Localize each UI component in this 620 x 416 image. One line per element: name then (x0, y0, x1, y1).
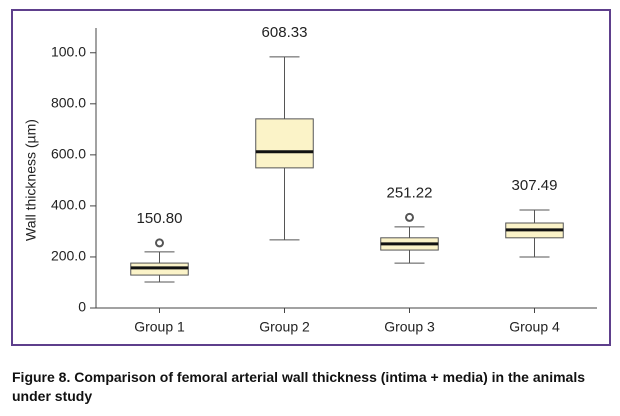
mean-label: 251.22 (387, 184, 433, 201)
x-tick-label: Group 4 (509, 319, 560, 335)
mean-label: 608.33 (262, 24, 308, 41)
box (255, 118, 314, 169)
y-tick-label: 200.0 (51, 248, 86, 264)
chart: Wall thickness (µm) 0 200.0 400.0 600.0 800.… (11, 9, 611, 346)
y-tick-label: 600.0 (51, 146, 86, 162)
mean-label: 307.49 (512, 177, 558, 194)
outlier (155, 238, 164, 248)
x-tick-label: Group 3 (384, 319, 435, 335)
y-tick-label: 100.0 (51, 43, 86, 59)
x-tick-label: Group 1 (134, 319, 185, 335)
frame (11, 9, 611, 346)
y-tick-label: 0 (78, 299, 86, 315)
y-tick-label: 800.0 (51, 95, 86, 111)
mean-label: 150.80 (137, 210, 183, 227)
x-tick-label: Group 2 (259, 319, 310, 335)
outlier (405, 212, 414, 222)
y-tick-label: 400.0 (51, 197, 86, 213)
caption: Figure 8. Comparison of femoral arterial… (12, 369, 585, 404)
y-axis-label: Wall thickness (µm) (23, 119, 39, 241)
